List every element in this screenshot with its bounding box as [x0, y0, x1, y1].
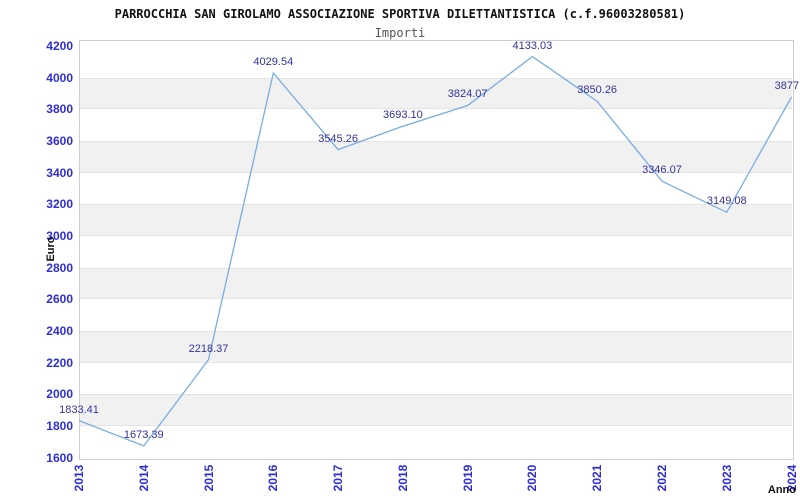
plot-band: [79, 140, 792, 173]
chart-subtitle: Importi: [374, 26, 426, 40]
y-tick-label: 4000: [46, 70, 73, 85]
y-tick-label: 2600: [46, 292, 73, 307]
y-tick-label: 2000: [46, 387, 73, 402]
data-label: 1673.39: [123, 428, 164, 441]
y-tick-label: 3400: [46, 165, 73, 180]
data-label: 3824.07: [447, 88, 488, 101]
x-tick-label: 2014: [136, 464, 151, 492]
plot-band: [79, 330, 792, 363]
y-tick-label: 4200: [46, 39, 73, 53]
y-axis-title: Euro: [45, 236, 57, 262]
data-label: 1833.41: [59, 403, 99, 416]
y-tick-label: 2400: [46, 323, 73, 338]
plot-band: [79, 77, 792, 110]
x-tick-label: 2018: [395, 464, 410, 492]
x-tick-label: 2013: [72, 464, 86, 492]
x-tick-label: 2016: [266, 464, 281, 492]
y-tick-label: 1600: [46, 450, 73, 465]
data-label: 3693.10: [382, 109, 423, 122]
y-tick-label: 1800: [46, 418, 73, 433]
data-label: 3149.08: [706, 195, 747, 208]
data-label: 2218.37: [188, 342, 229, 355]
y-tick-label: 3000: [46, 228, 73, 243]
data-label: 4029.54: [253, 55, 294, 68]
series-line: [78, 55, 793, 447]
plot-band: [79, 267, 792, 300]
data-label: 4133.03: [512, 39, 553, 52]
data-label: 3346.07: [642, 164, 682, 177]
x-tick-label: 2022: [654, 464, 669, 492]
x-axis-title: Anno: [767, 484, 796, 496]
x-tick-label: 2017: [331, 464, 346, 492]
x-tick-label: 2015: [201, 464, 216, 492]
x-tick-label: 2019: [460, 464, 475, 492]
data-label: 3545.26: [318, 132, 358, 145]
y-tick-label: 2200: [46, 355, 73, 370]
y-tick-label: 2800: [46, 260, 73, 275]
y-tick-label: 3800: [46, 102, 73, 117]
plot-band: [79, 204, 792, 236]
data-label: 3850.26: [577, 84, 618, 97]
plot-area: [79, 40, 794, 460]
plot-band: [79, 394, 792, 426]
data-label: 3877.8: [774, 79, 800, 92]
x-tick-label: 2023: [719, 464, 734, 492]
x-tick-label: 2021: [590, 464, 605, 492]
y-tick-label: 3600: [46, 133, 73, 148]
chart-title: PARROCCHIA SAN GIROLAMO ASSOCIAZIONE SPO…: [114, 7, 686, 21]
x-tick-label: 2020: [525, 464, 540, 492]
y-tick-label: 3200: [46, 197, 73, 212]
